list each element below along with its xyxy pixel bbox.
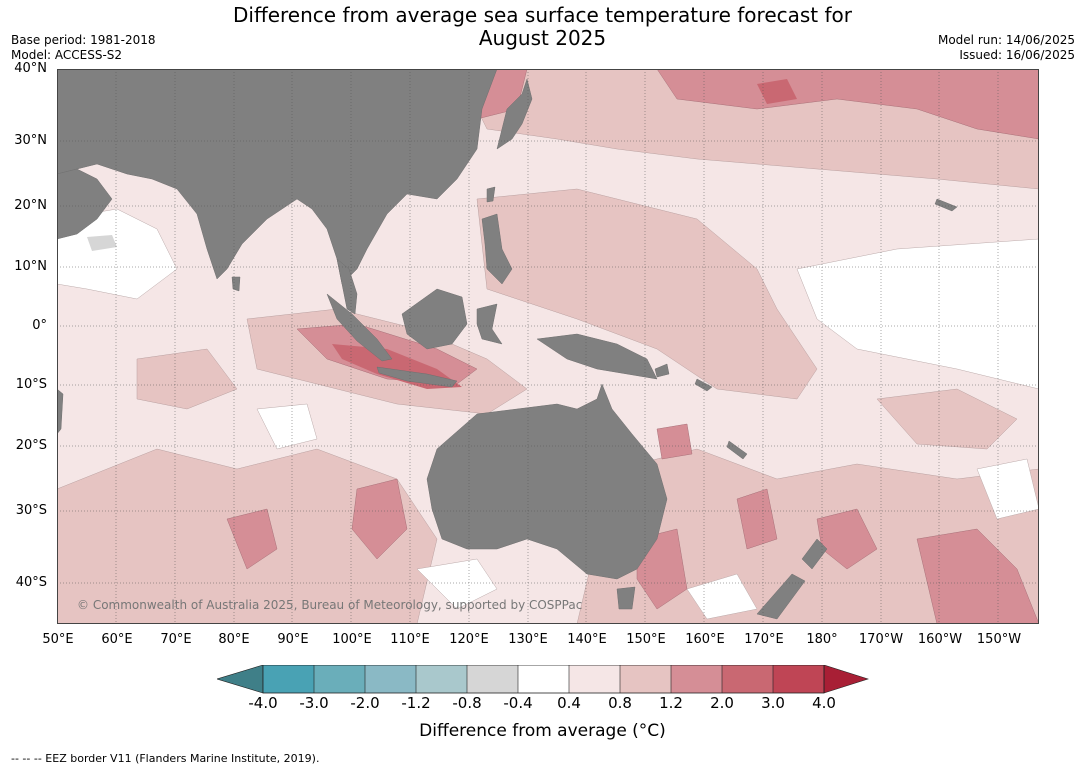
colorbar-tick: -1.2 <box>401 694 431 712</box>
lat-label: 40°N <box>14 61 47 76</box>
lon-label: 100°E <box>332 632 372 647</box>
colorbar-tick: -3.0 <box>299 694 329 712</box>
lon-label: 150°W <box>976 632 1022 647</box>
lat-label: 0° <box>32 318 47 333</box>
lon-label: 50°E <box>42 632 74 647</box>
colorbar-swatch <box>722 665 773 693</box>
colorbar-tick: 4.0 <box>812 694 836 712</box>
lon-label: 160°E <box>685 632 725 647</box>
lon-label: 160°W <box>917 632 963 647</box>
map-frame <box>57 69 1039 624</box>
colorbar-label: Difference from average (°C) <box>419 721 666 741</box>
map-title: Difference from average sea surface temp… <box>0 4 1085 50</box>
lon-label: 140°E <box>567 632 607 647</box>
colorbar-tick: -4.0 <box>248 694 278 712</box>
lat-label: 20°S <box>15 438 47 453</box>
colorbar-swatch <box>314 665 365 693</box>
lat-label: 40°S <box>15 575 47 590</box>
colorbar <box>215 664 869 695</box>
lon-label: 80°E <box>218 632 250 647</box>
colorbar-swatch <box>671 665 722 693</box>
colorbar-swatch <box>773 665 824 693</box>
colorbar-tick: 1.2 <box>659 694 683 712</box>
lat-label: 10°S <box>15 377 47 392</box>
colorbar-swatch <box>467 665 518 693</box>
eez-footnote: -- -- -- EEZ border V11 (Flanders Marine… <box>11 752 320 765</box>
model-name: Model: ACCESS-S2 <box>11 48 123 62</box>
colorbar-swatch <box>416 665 467 693</box>
anomaly-patch-neutral <box>87 235 117 251</box>
lon-label: 90°E <box>277 632 309 647</box>
colorbar-swatch <box>569 665 620 693</box>
colorbar-tick: 3.0 <box>761 694 785 712</box>
colorbar-swatch <box>620 665 671 693</box>
title-line-2: August 2025 <box>478 26 607 50</box>
base-period: Base period: 1981-2018 <box>11 33 156 47</box>
lat-label: 20°N <box>14 198 47 213</box>
model-run: Model run: 14/06/2025 <box>937 33 1075 47</box>
graticule <box>57 69 1039 624</box>
colorbar-tick: 0.8 <box>608 694 632 712</box>
meta-right: Model run: 14/06/2025 Issued: 16/06/2025 <box>938 33 1075 63</box>
colorbar-swatch <box>365 665 416 693</box>
lon-label: 170°E <box>744 632 784 647</box>
lon-label: 110°E <box>390 632 430 647</box>
colorbar-swatch <box>263 665 314 693</box>
issued-date: Issued: 16/06/2025 <box>959 48 1075 62</box>
lon-label: 170°W <box>858 632 904 647</box>
colorbar-extend-high <box>823 664 869 694</box>
colorbar-tick: 0.4 <box>557 694 581 712</box>
lon-label: 120°E <box>449 632 489 647</box>
lat-label: 30°S <box>15 503 47 518</box>
colorbar-tick: -2.0 <box>350 694 380 712</box>
colorbar-tick: -0.4 <box>503 694 533 712</box>
land <box>57 69 958 620</box>
copyright-credit: © Commonwealth of Australia 2025, Bureau… <box>77 598 583 612</box>
sst-map <box>57 69 1039 624</box>
colorbar-swatch <box>518 665 569 693</box>
lon-label: 60°E <box>101 632 133 647</box>
lat-label: 10°N <box>14 259 47 274</box>
colorbar-tick: -0.8 <box>452 694 482 712</box>
title-line-1: Difference from average sea surface temp… <box>232 3 852 27</box>
lon-label: 180° <box>806 632 838 647</box>
lon-label: 150°E <box>626 632 666 647</box>
lon-label: 130°E <box>508 632 548 647</box>
colorbar-tick: 2.0 <box>710 694 734 712</box>
meta-left: Base period: 1981-2018 Model: ACCESS-S2 <box>11 33 156 63</box>
colorbar-extend-low <box>215 664 264 694</box>
lon-label: 70°E <box>160 632 192 647</box>
anomaly-band-near-zero <box>57 208 1039 620</box>
lat-label: 30°N <box>14 133 47 148</box>
